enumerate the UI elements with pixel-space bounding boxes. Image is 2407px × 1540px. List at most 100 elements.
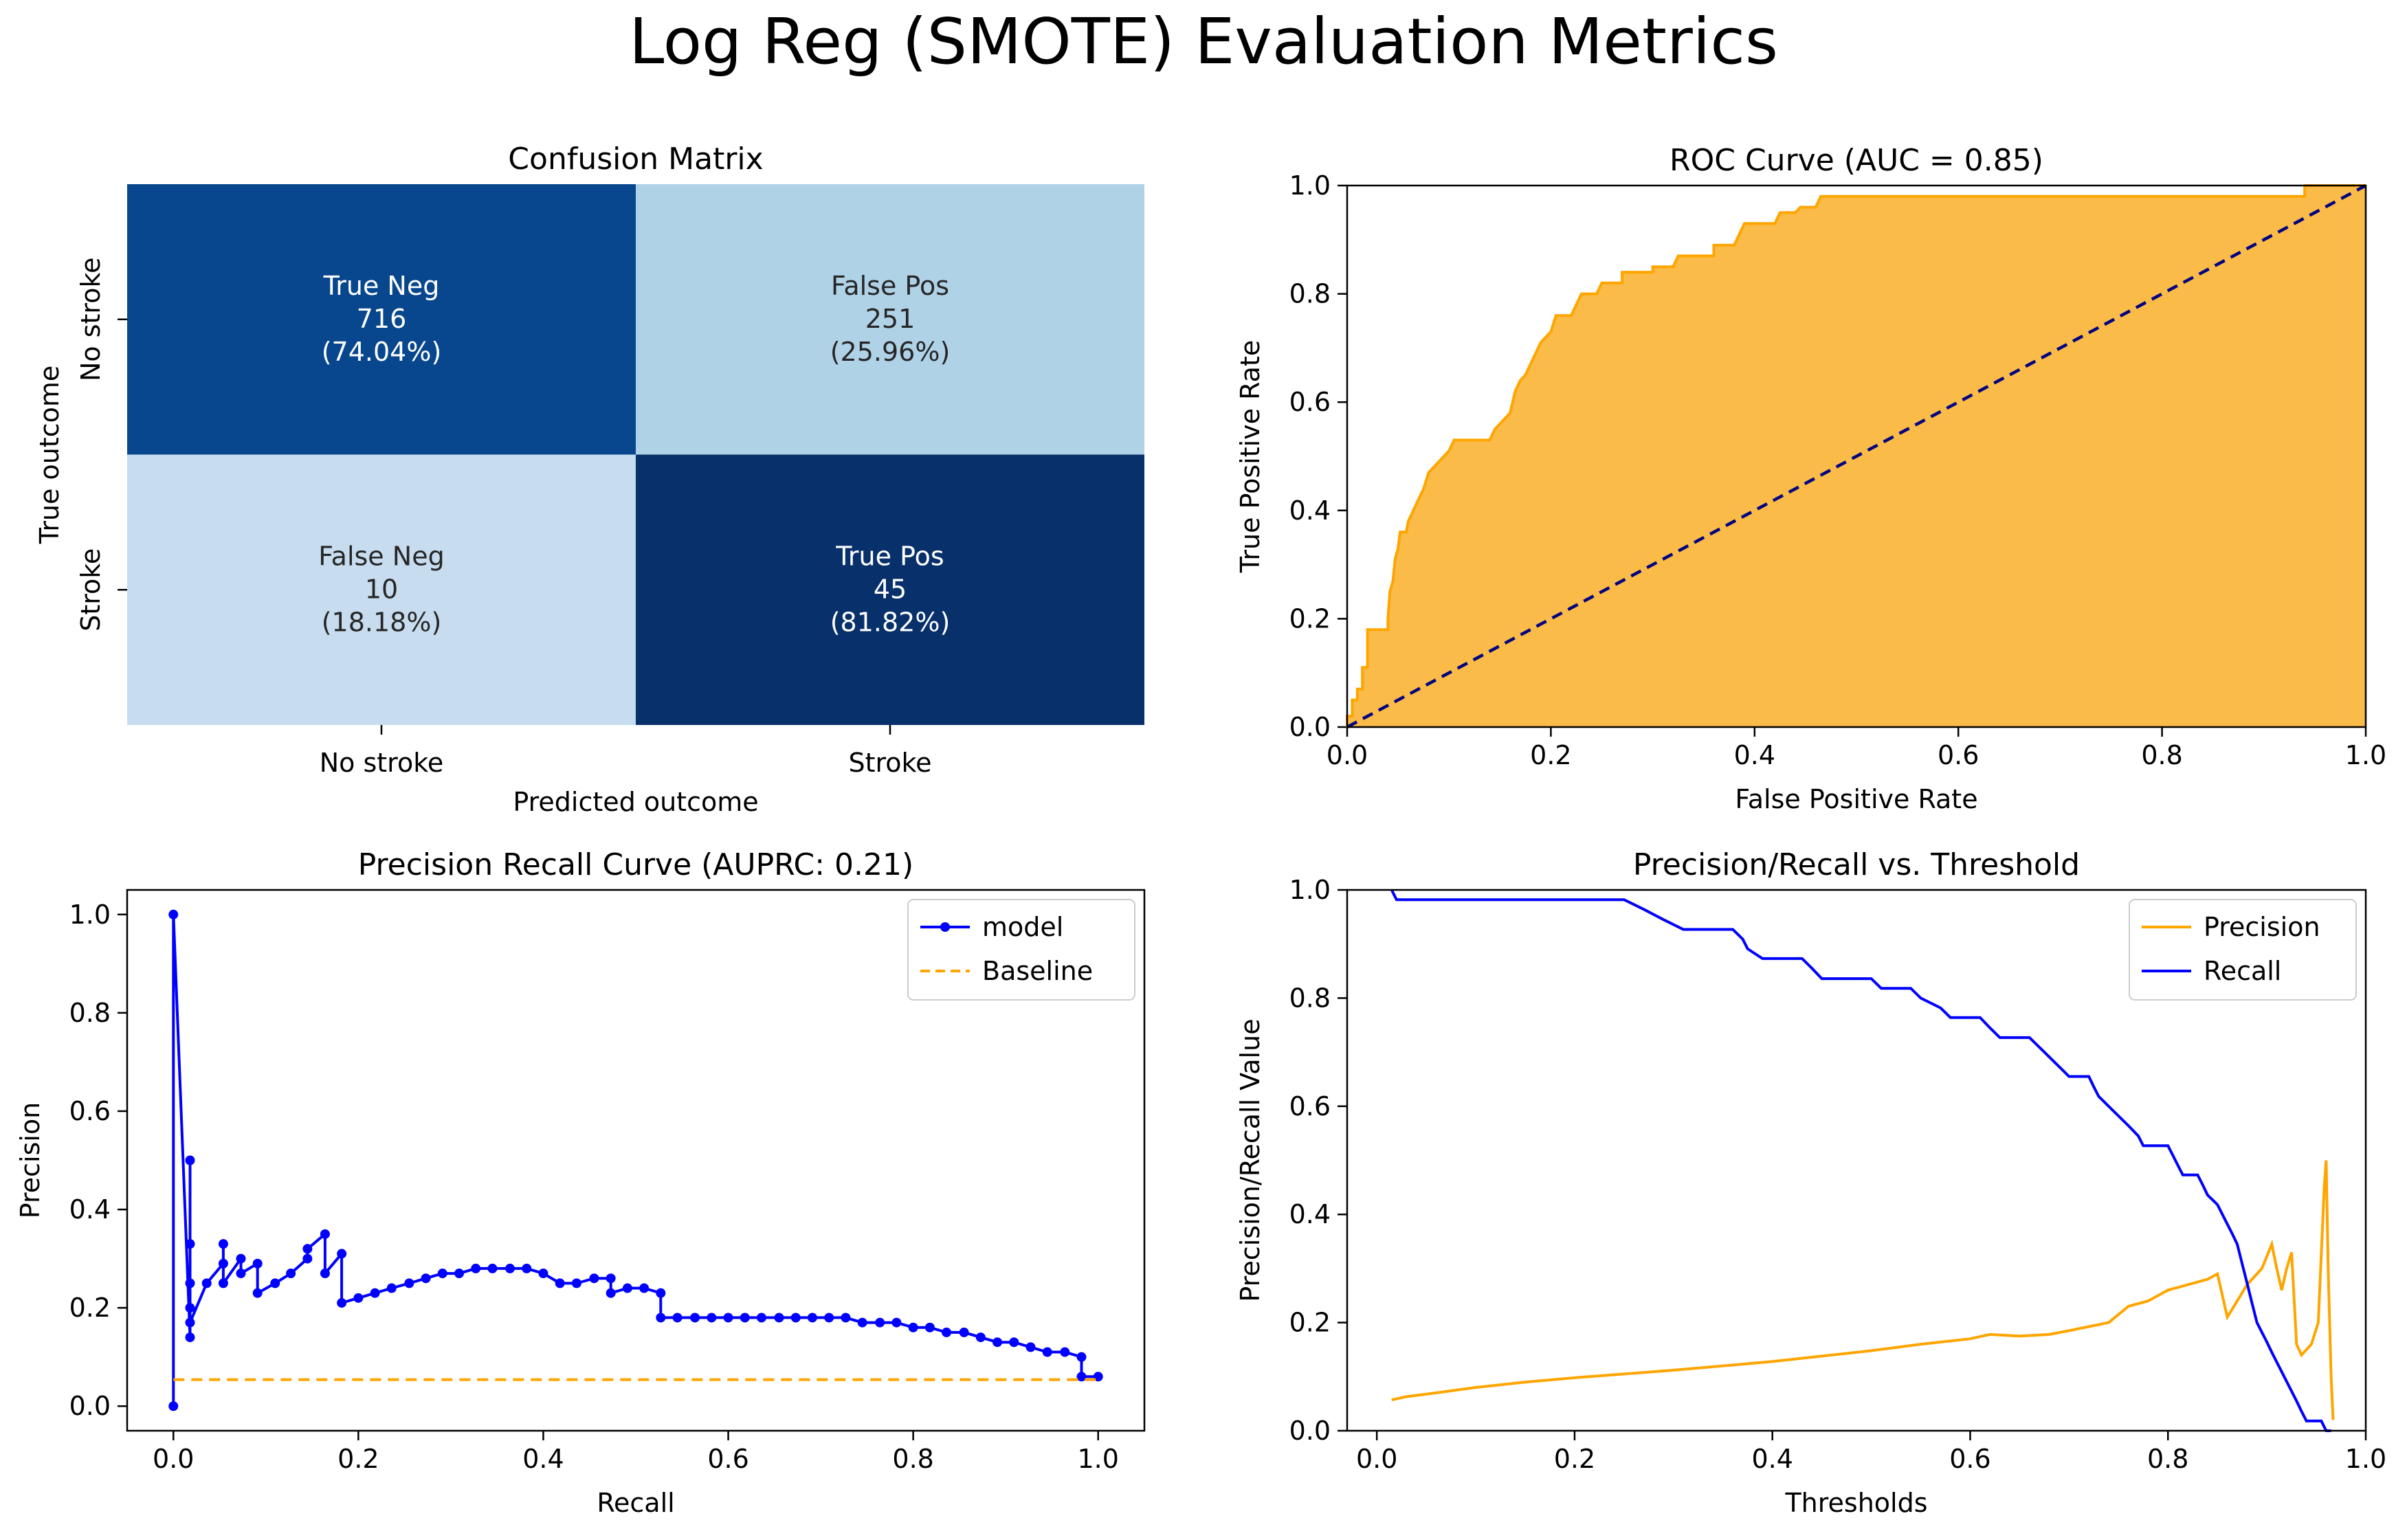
- roc-x-tick-label: 1.0: [2345, 740, 2386, 770]
- cm-cell: [127, 184, 636, 455]
- cm-x-tick-label: No stroke: [320, 748, 444, 778]
- thr-legend-label: Recall: [2204, 956, 2281, 986]
- pr-legend-label: Baseline: [982, 956, 1093, 986]
- cm-cell-percent: (18.18%): [322, 607, 442, 637]
- pr-data-point: [236, 1269, 246, 1279]
- pr-data-point: [924, 1322, 935, 1332]
- pr-data-point: [168, 1401, 179, 1411]
- pr-data-point: [252, 1258, 263, 1269]
- pr-data-point: [370, 1288, 380, 1298]
- pr-data-point: [1042, 1347, 1052, 1357]
- pr-y-tick-label: 0.0: [69, 1391, 111, 1421]
- thr-y-tick-label: 0.0: [1289, 1416, 1331, 1446]
- pr-data-point: [302, 1244, 313, 1254]
- pr-data-point: [589, 1273, 599, 1284]
- pr-data-point: [337, 1297, 347, 1308]
- pr-data-point: [185, 1155, 195, 1165]
- roc-y-tick-label: 1.0: [1289, 170, 1331, 201]
- pr-data-point: [471, 1263, 481, 1273]
- pr-data-point: [807, 1313, 817, 1323]
- roc-x-tick-label: 0.8: [2141, 740, 2182, 770]
- cm-x-axis-label: Predicted outcome: [513, 787, 758, 817]
- pr-data-point: [421, 1273, 431, 1284]
- thr-x-tick-label: 0.6: [1949, 1444, 1990, 1474]
- figure-title: Log Reg (SMOTE) Evaluation Metrics: [629, 5, 1778, 78]
- pr-data-point: [218, 1239, 228, 1249]
- pr-data-point: [201, 1278, 212, 1288]
- roc-curve-panel: 0.0 0.2 0.4 0.6 0.8 1.0 0.0 0.2 0.4 0.6 0.8 1.0 ROC …: [1235, 143, 2386, 814]
- pr-data-point: [386, 1283, 397, 1293]
- pr-axes-frame: [126, 889, 1146, 1432]
- pr-data-point: [404, 1278, 414, 1288]
- thr-legend-box: [2129, 899, 2357, 1001]
- roc-y-axis-label: True Positive Rate: [1235, 340, 1265, 574]
- cm-y-tick-label: No stroke: [76, 257, 106, 381]
- pr-y-tick-label: 1.0: [69, 900, 111, 930]
- pr-data-point: [185, 1278, 195, 1288]
- pr-data-point: [320, 1229, 330, 1239]
- thr-series-line: [1390, 889, 2331, 1432]
- pr-data-point: [538, 1269, 548, 1279]
- pr-x-tick-label: 0.8: [892, 1444, 933, 1474]
- pr-y-tick-label: 0.8: [69, 998, 111, 1028]
- pr-data-point: [606, 1288, 616, 1298]
- cm-cell-count: 10: [365, 574, 398, 604]
- thr-x-tick-label: 0.4: [1751, 1444, 1793, 1474]
- pr-x-tick-label: 0.0: [153, 1444, 194, 1474]
- cm-cell-count: 716: [357, 304, 407, 334]
- thr-y-axis-label: Precision/Recall Value: [1235, 1018, 1265, 1302]
- pr-data-point: [487, 1263, 498, 1273]
- pr-data-point: [302, 1253, 313, 1264]
- pr-data-point: [756, 1313, 766, 1323]
- pr-data-point: [218, 1278, 228, 1288]
- cm-cell-name: False Pos: [831, 271, 949, 301]
- cm-title: Confusion Matrix: [508, 142, 763, 177]
- roc-title: ROC Curve (AUC = 0.85): [1670, 143, 2043, 178]
- pr-data-point: [891, 1317, 902, 1328]
- pr-data-point: [185, 1332, 195, 1343]
- cm-cell-name: True Pos: [835, 541, 944, 571]
- thr-y-tick-label: 0.8: [1289, 983, 1331, 1013]
- pr-data-point: [522, 1263, 532, 1273]
- pr-data-point: [252, 1288, 263, 1298]
- thr-axes-frame: [1346, 889, 2367, 1432]
- pr-data-point: [571, 1278, 581, 1288]
- pr-legend-marker: [940, 922, 950, 932]
- pr-data-point: [656, 1288, 666, 1298]
- pr-data-point: [1076, 1372, 1087, 1382]
- thr-y-tick-label: 0.2: [1289, 1308, 1331, 1338]
- roc-chance-line: [1346, 184, 2367, 728]
- cm-cell-percent: (25.96%): [830, 337, 951, 367]
- pr-data-point: [236, 1253, 246, 1264]
- pr-data-point: [740, 1313, 750, 1323]
- pr-data-point: [505, 1263, 515, 1273]
- pr-data-point: [707, 1313, 717, 1323]
- pr-data-point: [959, 1327, 969, 1337]
- pr-data-point: [622, 1283, 632, 1293]
- thr-y-tick-label: 0.4: [1289, 1199, 1331, 1229]
- pr-data-point: [353, 1293, 364, 1303]
- pr-data-point: [672, 1313, 683, 1323]
- pr-data-point: [656, 1313, 666, 1323]
- thr-legend-label: Precision: [2204, 912, 2320, 942]
- pr-y-tick-label: 0.2: [69, 1293, 111, 1323]
- pr-data-point: [857, 1317, 867, 1328]
- pr-data-point: [454, 1269, 465, 1279]
- pr-data-point: [270, 1278, 280, 1288]
- pr-title: Precision Recall Curve (AUPRC: 0.21): [358, 847, 913, 882]
- pr-data-point: [185, 1303, 195, 1313]
- pr-data-point: [690, 1313, 700, 1323]
- pr-data-point: [337, 1249, 347, 1259]
- cm-cell-percent: (81.82%): [830, 607, 951, 637]
- pr-data-point: [1009, 1337, 1019, 1348]
- pr-data-point: [1060, 1347, 1070, 1357]
- roc-x-axis-label: False Positive Rate: [1735, 784, 1977, 814]
- pr-data-point: [723, 1313, 733, 1323]
- thr-x-tick-label: 0.8: [2147, 1444, 2188, 1474]
- pr-data-point: [639, 1283, 650, 1293]
- roc-x-tick-label: 0.0: [1327, 740, 1368, 770]
- roc-x-tick-label: 0.2: [1530, 740, 1571, 770]
- pr-data-point: [1076, 1352, 1087, 1362]
- pr-data-point: [606, 1273, 616, 1284]
